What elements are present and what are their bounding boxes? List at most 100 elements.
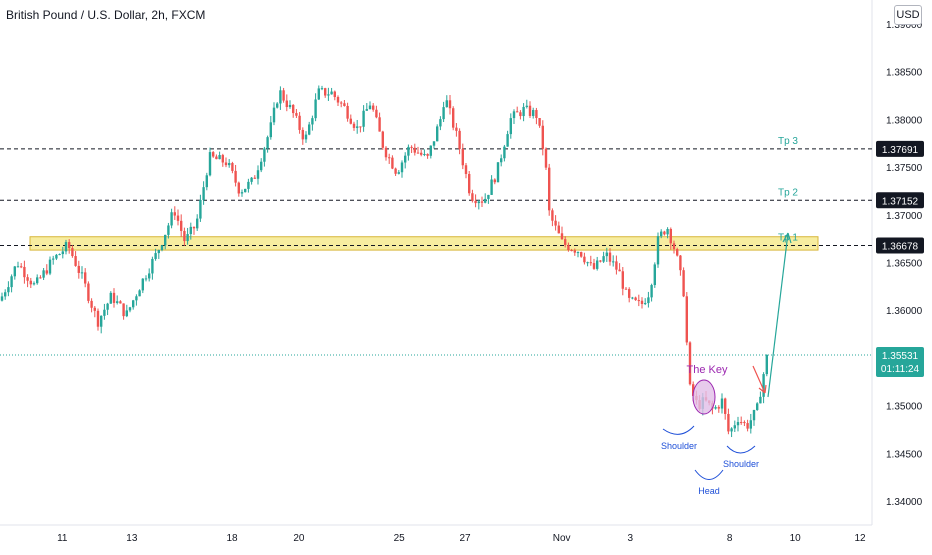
candle-body <box>116 301 119 303</box>
candle-body <box>592 263 596 269</box>
candle-body <box>560 233 564 240</box>
candle-body <box>666 228 669 235</box>
candle-body <box>16 266 20 268</box>
candle-body <box>340 102 343 104</box>
candle-body <box>644 303 647 305</box>
candle-body <box>730 428 733 432</box>
candle-body <box>103 309 106 316</box>
candle-body <box>362 110 365 127</box>
candle-body <box>42 270 45 278</box>
candle-body <box>231 163 234 171</box>
target-price-flag-1 <box>876 140 924 157</box>
target-price-flag-3 <box>876 237 924 254</box>
candle-body <box>148 273 151 279</box>
candle-body <box>125 310 128 317</box>
candle-body <box>74 256 77 266</box>
candle-body <box>573 250 576 253</box>
candle-body <box>106 303 109 310</box>
candle-body <box>308 124 311 135</box>
candle-body <box>336 97 340 103</box>
candle-body <box>420 152 423 155</box>
x-tick-label: 8 <box>727 533 733 544</box>
candle-body <box>128 307 132 311</box>
candle-body <box>688 342 692 385</box>
candle-body <box>154 253 157 259</box>
candle-body <box>20 266 23 268</box>
left-shoulder-label: Shoulder <box>661 441 697 451</box>
candle-body <box>580 252 583 257</box>
candle-body <box>183 230 186 242</box>
candle-body <box>23 266 26 278</box>
candle-body <box>244 188 247 193</box>
candle-body <box>576 252 580 254</box>
y-tick-label: 1.37000 <box>886 211 923 222</box>
candle-body <box>237 182 240 194</box>
candle-body <box>660 231 663 237</box>
x-tick-label: 18 <box>226 533 238 544</box>
candle-body <box>260 161 263 171</box>
candle-body <box>676 249 679 256</box>
candle-body <box>442 107 445 120</box>
candle-body <box>221 155 224 163</box>
y-tick-label: 1.34500 <box>886 449 923 460</box>
candle-body <box>525 105 528 107</box>
candle-body <box>509 118 512 135</box>
candle-body <box>317 88 320 100</box>
candle-body <box>618 269 621 272</box>
candle-body <box>538 118 541 126</box>
candle-body <box>762 374 765 397</box>
candle-body <box>90 300 93 308</box>
candle-body <box>381 131 384 148</box>
candle-body <box>532 110 535 116</box>
y-tick-label: 1.34000 <box>886 497 923 508</box>
candle-body <box>202 187 205 200</box>
candle-body <box>349 118 352 124</box>
candle-body <box>71 248 74 257</box>
candle-body <box>391 157 394 169</box>
candle-body <box>247 181 250 189</box>
x-tick-label: 20 <box>293 533 305 544</box>
candle-body <box>167 225 170 235</box>
y-tick-label: 1.37500 <box>886 163 923 174</box>
x-tick-label: 3 <box>628 533 634 544</box>
candle-body <box>36 277 39 284</box>
target-price-flag-2 <box>876 192 924 209</box>
candle-body <box>109 292 112 304</box>
candle-body <box>416 152 420 154</box>
x-tick-label: 10 <box>790 533 802 544</box>
candle-body <box>448 100 452 109</box>
candle-body <box>272 107 276 123</box>
y-tick-label: 1.35000 <box>886 402 923 413</box>
candle-body <box>656 236 660 265</box>
candle-body <box>112 292 116 303</box>
candle-body <box>52 258 55 260</box>
candle-body <box>170 212 173 226</box>
candle-body <box>512 111 516 119</box>
currency-badge[interactable]: USD <box>894 5 922 25</box>
candle-body <box>464 165 468 174</box>
candle-body <box>365 109 368 111</box>
candle-body <box>749 420 752 429</box>
candle-body <box>423 153 426 155</box>
candle-body <box>180 220 183 231</box>
target-price-value-2: 1.37152 <box>882 196 919 207</box>
candle-body <box>212 152 215 157</box>
candle-body <box>160 245 164 251</box>
candle-body <box>256 170 260 179</box>
candle-body <box>452 108 455 128</box>
candle-body <box>615 261 618 270</box>
candle-body <box>759 396 762 404</box>
candle-body <box>554 220 557 226</box>
candle-body <box>541 125 544 149</box>
candle-body <box>733 425 736 429</box>
last-price-value: 1.35531 <box>882 351 919 362</box>
candle-body <box>432 141 436 146</box>
candle-body <box>330 91 333 95</box>
candle-body <box>279 90 282 104</box>
candle-body <box>80 272 84 274</box>
candle-body <box>477 201 480 204</box>
candle-body <box>503 146 506 159</box>
candle-body <box>285 100 288 108</box>
candle-body <box>544 148 548 168</box>
